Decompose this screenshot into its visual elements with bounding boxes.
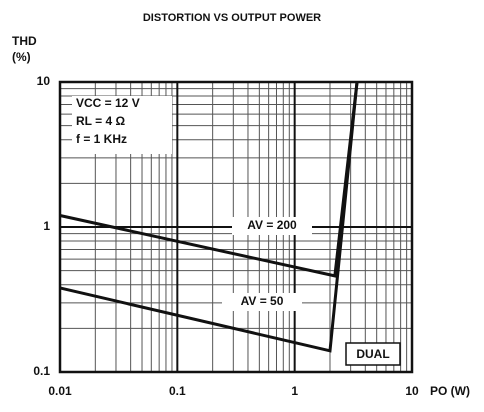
- annotation: f = 1 KHz: [76, 132, 127, 146]
- series-label: AV = 50: [241, 294, 284, 308]
- annotation: DUAL: [356, 347, 389, 361]
- annotation-box: [72, 96, 172, 154]
- series-label: AV = 200: [247, 218, 297, 232]
- y-tick-label: 1: [43, 219, 50, 233]
- series-label-bg: [222, 293, 302, 311]
- annotation-box: [345, 342, 401, 366]
- y-axis-label: THD: [12, 34, 37, 48]
- plot-frame: [58, 80, 414, 374]
- series-label-bg: [232, 217, 312, 235]
- x-tick-label: 0.1: [169, 384, 186, 398]
- y-tick-label: 0.1: [33, 364, 50, 378]
- y-tick-label: 10: [37, 74, 51, 88]
- y-axis-unit: (%): [12, 50, 31, 64]
- x-axis-label: PO (W): [430, 384, 470, 398]
- x-tick-label: 1: [291, 384, 298, 398]
- x-tick-label: 10: [405, 384, 419, 398]
- x-tick-label: 0.01: [48, 384, 72, 398]
- annotation: VCC = 12 V: [76, 96, 140, 110]
- series-line: [59, 81, 359, 353]
- annotation: RL = 4 Ω: [76, 114, 125, 128]
- chart-title: DISTORTION VS OUTPUT POWER: [143, 12, 321, 24]
